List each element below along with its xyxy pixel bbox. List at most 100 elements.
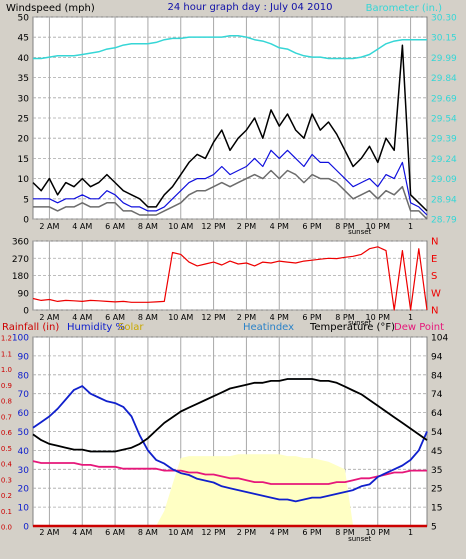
x-tick-label: 10 AM bbox=[168, 313, 193, 322]
humidity-y-tick: 60 bbox=[18, 409, 30, 419]
barometer-line bbox=[33, 34, 427, 60]
x-tick-label: 4 PM bbox=[270, 528, 289, 537]
barometer-y-tick: 28.94 bbox=[431, 195, 457, 205]
x-tick-label: 10 AM bbox=[168, 528, 193, 537]
x-tick-label: 8 AM bbox=[138, 313, 158, 322]
x-tick-label: 10 PM bbox=[366, 222, 391, 231]
barometer-y-tick: 29.09 bbox=[431, 175, 457, 185]
direction-y-tick: 90 bbox=[18, 289, 30, 299]
wind-y-tick: 50 bbox=[18, 14, 30, 24]
barometer-y-tick: 29.54 bbox=[431, 115, 457, 125]
x-tick-label: 2 PM bbox=[237, 313, 256, 322]
wind-y-tick: 10 bbox=[18, 175, 30, 185]
direction-y-tick: 0 bbox=[23, 307, 29, 317]
x-tick-label: 4 AM bbox=[72, 313, 92, 322]
wind-y-tick: 35 bbox=[18, 74, 29, 84]
temperature-y-tick: 54 bbox=[431, 428, 443, 438]
humidity-y-tick: 0 bbox=[23, 523, 29, 533]
windspeed-axis-label: Windspeed (mph) bbox=[6, 3, 95, 14]
temperature-y-tick: 45 bbox=[431, 447, 442, 457]
wind-y-tick: 20 bbox=[18, 135, 30, 145]
x-tick-label: 8 PM bbox=[335, 222, 354, 231]
solar-label: Solar bbox=[118, 322, 144, 333]
rain-y-tick: 0.6 bbox=[1, 429, 13, 437]
compass-tick: E bbox=[431, 254, 437, 265]
humidity-y-tick: 20 bbox=[18, 485, 30, 495]
barometer-y-tick: 29.69 bbox=[431, 94, 457, 104]
wind-y-tick: 45 bbox=[18, 34, 29, 44]
wind-y-tick: 15 bbox=[18, 155, 29, 165]
temperature-y-tick: 5 bbox=[431, 523, 437, 533]
x-tick-label: 12 PM bbox=[201, 313, 226, 322]
rain-y-tick: 0.8 bbox=[1, 398, 12, 406]
wind-low-line bbox=[33, 169, 428, 220]
x-tick-label: 4 PM bbox=[270, 222, 289, 231]
humidity-y-tick: 40 bbox=[18, 447, 30, 457]
humidity-label: Humidity % bbox=[67, 322, 125, 333]
x-tick-label: 1 bbox=[408, 222, 413, 231]
temperature-y-tick: 74 bbox=[431, 390, 443, 400]
compass-tick: S bbox=[431, 271, 437, 282]
rain-y-tick: 0.5 bbox=[1, 445, 12, 453]
wind-y-tick: 25 bbox=[18, 115, 29, 125]
humidity-y-tick: 50 bbox=[18, 428, 30, 438]
humidity-y-tick: 30 bbox=[18, 466, 30, 476]
rain-y-tick: 0.9 bbox=[1, 382, 12, 390]
temperature-y-tick: 84 bbox=[431, 371, 443, 381]
x-tick-label: 8 PM bbox=[335, 313, 354, 322]
compass-tick: W bbox=[431, 288, 441, 299]
x-tick-label: 10 PM bbox=[366, 528, 391, 537]
humidity-y-tick: 70 bbox=[18, 390, 30, 400]
sunset-label: sunset bbox=[348, 228, 371, 236]
barometer-y-tick: 29.24 bbox=[431, 155, 457, 165]
x-tick-label: 4 PM bbox=[270, 313, 289, 322]
x-tick-label: 8 PM bbox=[335, 528, 354, 537]
temperature-label: Temperature (°F) bbox=[309, 322, 395, 333]
dewpoint-line bbox=[32, 460, 427, 485]
wind-y-tick: 40 bbox=[18, 54, 30, 64]
axis-labels: 2 AM 2 AM 2 AM 4 AM 4 AM 4 AM 6 AM 6 AM 6 AM 8 AM… bbox=[1, 14, 457, 544]
x-tick-label: 6 AM bbox=[105, 313, 125, 322]
x-tick-label: 10 AM bbox=[168, 222, 193, 231]
wind-direction-line bbox=[32, 246, 428, 311]
temperature-y-tick: 104 bbox=[431, 334, 448, 344]
data-series bbox=[32, 34, 428, 528]
temperature-y-tick: 35 bbox=[431, 466, 442, 476]
x-tick-label: 2 AM bbox=[39, 222, 59, 231]
x-tick-label: 10 PM bbox=[366, 313, 391, 322]
rain-y-tick: 0.7 bbox=[1, 413, 12, 421]
humidity-line bbox=[32, 385, 428, 503]
wind-average-line bbox=[33, 149, 428, 216]
rain-y-tick: 1.2 bbox=[1, 335, 12, 343]
rain-y-tick: 1.0 bbox=[1, 366, 12, 374]
x-tick-label: 2 AM bbox=[39, 313, 59, 322]
barometer-y-tick: 30.15 bbox=[431, 34, 457, 44]
solar-area bbox=[33, 454, 427, 526]
heatindex-label: Heatindex bbox=[243, 322, 294, 333]
x-tick-label: 6 PM bbox=[302, 222, 321, 231]
x-tick-label: 6 AM bbox=[105, 528, 125, 537]
direction-y-tick: 360 bbox=[12, 238, 29, 248]
x-tick-label: 4 AM bbox=[72, 528, 92, 537]
x-tick-label: 2 PM bbox=[237, 528, 256, 537]
barometer-y-tick: 29.99 bbox=[431, 54, 457, 64]
x-tick-label: 6 AM bbox=[105, 222, 125, 231]
wind-y-tick: 0 bbox=[23, 216, 29, 226]
barometer-y-tick: 28.79 bbox=[431, 216, 457, 226]
wind-y-tick: 5 bbox=[23, 195, 29, 205]
chart-title: 24 hour graph day : July 04 2010 bbox=[167, 2, 332, 13]
rain-y-tick: 0.0 bbox=[1, 524, 12, 532]
rain-y-tick: 0.4 bbox=[1, 461, 13, 469]
compass-tick: N bbox=[431, 306, 438, 317]
direction-y-tick: 180 bbox=[12, 272, 29, 282]
temperature-y-tick: 94 bbox=[431, 352, 443, 362]
compass-tick: N bbox=[431, 237, 438, 248]
rain-y-tick: 0.2 bbox=[1, 492, 12, 500]
x-tick-label: 6 PM bbox=[302, 313, 321, 322]
sunset-label: sunset bbox=[348, 319, 371, 327]
barometer-axis-label: Barometer (in.) bbox=[366, 3, 442, 14]
x-tick-label: 2 AM bbox=[39, 528, 59, 537]
dewpoint-label: Dew Point bbox=[394, 322, 444, 333]
x-tick-label: 12 PM bbox=[201, 222, 226, 231]
